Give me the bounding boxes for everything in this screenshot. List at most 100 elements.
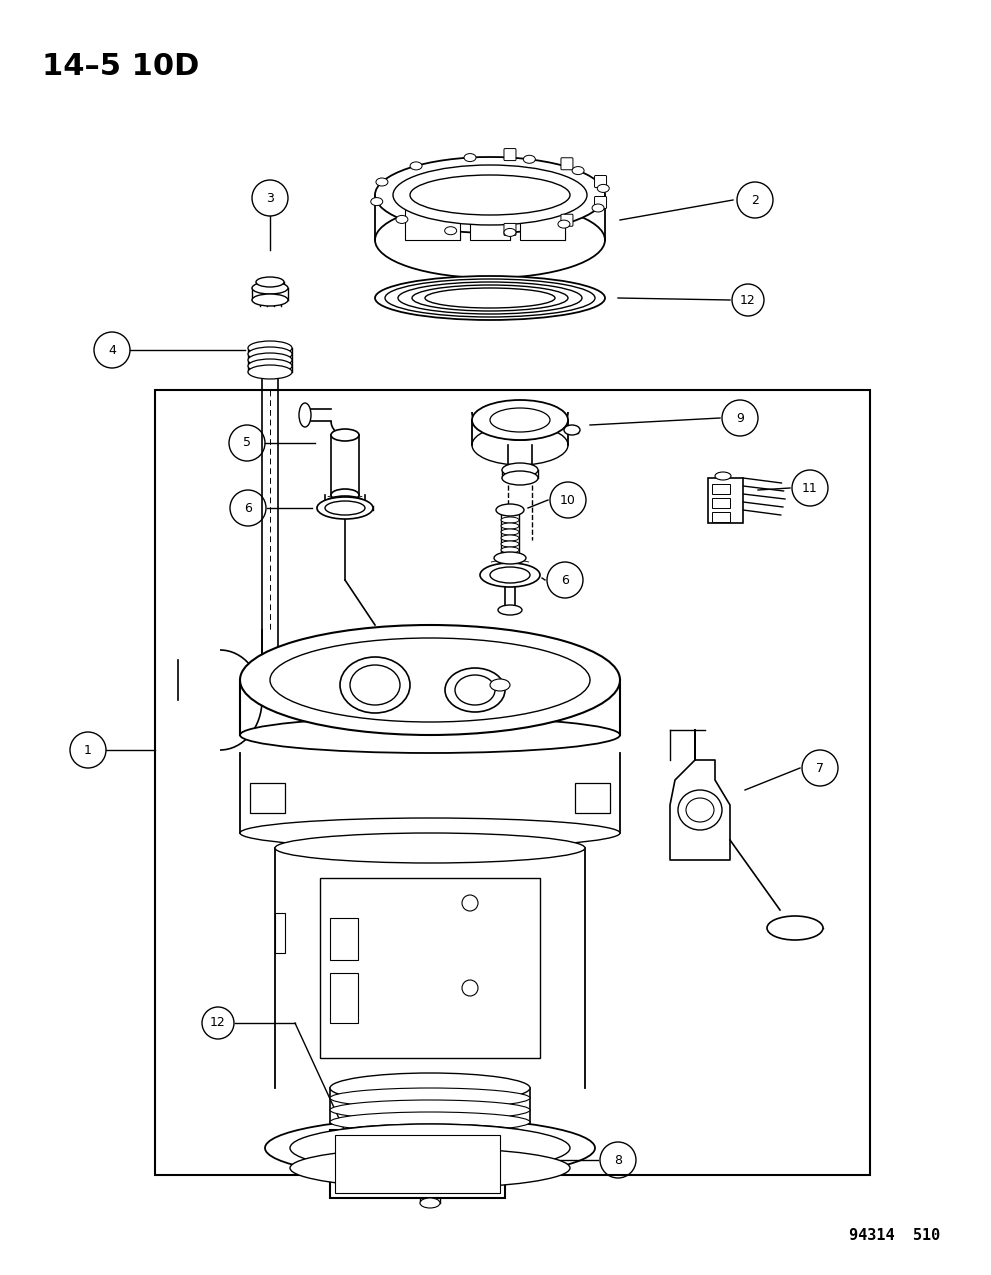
Ellipse shape: [317, 497, 373, 519]
Bar: [390, 1146, 399, 1153]
Bar: [708, 478, 743, 523]
Ellipse shape: [501, 516, 519, 523]
Bar: [330, 973, 358, 1023]
Bar: [482, 1135, 491, 1141]
Ellipse shape: [494, 552, 526, 564]
FancyBboxPatch shape: [504, 223, 516, 236]
Bar: [427, 1169, 436, 1176]
Ellipse shape: [410, 162, 422, 170]
Ellipse shape: [256, 277, 284, 287]
Bar: [712, 484, 730, 493]
Bar: [335, 1146, 344, 1153]
Ellipse shape: [767, 915, 823, 940]
Ellipse shape: [275, 833, 585, 863]
Bar: [408, 1158, 417, 1164]
Text: 1: 1: [84, 743, 92, 756]
Ellipse shape: [496, 504, 524, 516]
Ellipse shape: [393, 164, 587, 224]
Ellipse shape: [678, 790, 722, 830]
Bar: [575, 783, 610, 813]
Bar: [390, 1182, 399, 1187]
Ellipse shape: [464, 153, 476, 162]
Text: 6: 6: [244, 501, 252, 515]
Ellipse shape: [376, 179, 387, 186]
Ellipse shape: [558, 221, 570, 228]
Text: 10: 10: [560, 493, 576, 506]
Bar: [335, 1169, 344, 1176]
Ellipse shape: [290, 1125, 570, 1172]
Text: 12: 12: [740, 293, 756, 306]
Bar: [372, 1182, 381, 1187]
Ellipse shape: [330, 1074, 530, 1103]
Ellipse shape: [375, 275, 605, 320]
Ellipse shape: [598, 185, 609, 193]
Bar: [320, 878, 540, 1058]
Bar: [372, 1169, 381, 1176]
Bar: [445, 1182, 454, 1187]
Ellipse shape: [331, 490, 359, 501]
Ellipse shape: [445, 227, 457, 235]
Ellipse shape: [248, 340, 292, 354]
Bar: [372, 1158, 381, 1164]
Ellipse shape: [325, 501, 365, 515]
Bar: [335, 1182, 344, 1187]
Ellipse shape: [455, 674, 495, 705]
Bar: [445, 1146, 454, 1153]
Ellipse shape: [502, 463, 538, 477]
Ellipse shape: [299, 403, 311, 427]
Bar: [330, 918, 358, 960]
Ellipse shape: [445, 668, 505, 711]
Ellipse shape: [270, 638, 590, 722]
Ellipse shape: [396, 215, 408, 223]
Bar: [372, 1146, 381, 1153]
Ellipse shape: [462, 895, 478, 912]
Bar: [464, 1169, 473, 1176]
Ellipse shape: [498, 606, 522, 615]
Ellipse shape: [490, 408, 550, 432]
Text: 2: 2: [751, 194, 759, 207]
Ellipse shape: [501, 536, 519, 541]
Ellipse shape: [501, 541, 519, 547]
Ellipse shape: [398, 282, 582, 314]
Ellipse shape: [330, 1088, 530, 1108]
Bar: [445, 1135, 454, 1141]
Bar: [354, 1158, 363, 1164]
Ellipse shape: [501, 547, 519, 553]
Text: 7: 7: [816, 761, 824, 774]
FancyBboxPatch shape: [561, 158, 573, 170]
Text: 94314  510: 94314 510: [848, 1228, 940, 1243]
Ellipse shape: [248, 360, 292, 374]
Bar: [427, 1182, 436, 1187]
Bar: [464, 1158, 473, 1164]
Ellipse shape: [686, 798, 714, 822]
Bar: [250, 783, 285, 813]
Bar: [427, 1135, 436, 1141]
Bar: [470, 203, 510, 240]
Ellipse shape: [265, 1118, 595, 1178]
Bar: [405, 203, 460, 240]
Ellipse shape: [523, 156, 535, 163]
Ellipse shape: [252, 295, 288, 306]
Bar: [390, 1135, 399, 1141]
Ellipse shape: [240, 717, 620, 754]
Ellipse shape: [425, 288, 555, 309]
Ellipse shape: [248, 353, 292, 367]
Ellipse shape: [385, 279, 595, 317]
Text: 8: 8: [614, 1154, 622, 1167]
Bar: [464, 1182, 473, 1187]
Ellipse shape: [290, 1148, 570, 1188]
Text: 9: 9: [736, 412, 744, 425]
Ellipse shape: [340, 657, 410, 713]
Ellipse shape: [490, 567, 530, 583]
Ellipse shape: [330, 1112, 530, 1132]
Ellipse shape: [375, 201, 605, 278]
Bar: [482, 1146, 491, 1153]
Ellipse shape: [462, 980, 478, 996]
Text: 14–5 10D: 14–5 10D: [42, 52, 199, 82]
Ellipse shape: [472, 400, 568, 440]
Ellipse shape: [420, 1198, 440, 1207]
Bar: [335, 1135, 344, 1141]
Ellipse shape: [472, 425, 568, 465]
Bar: [408, 1135, 417, 1141]
Ellipse shape: [502, 470, 538, 484]
